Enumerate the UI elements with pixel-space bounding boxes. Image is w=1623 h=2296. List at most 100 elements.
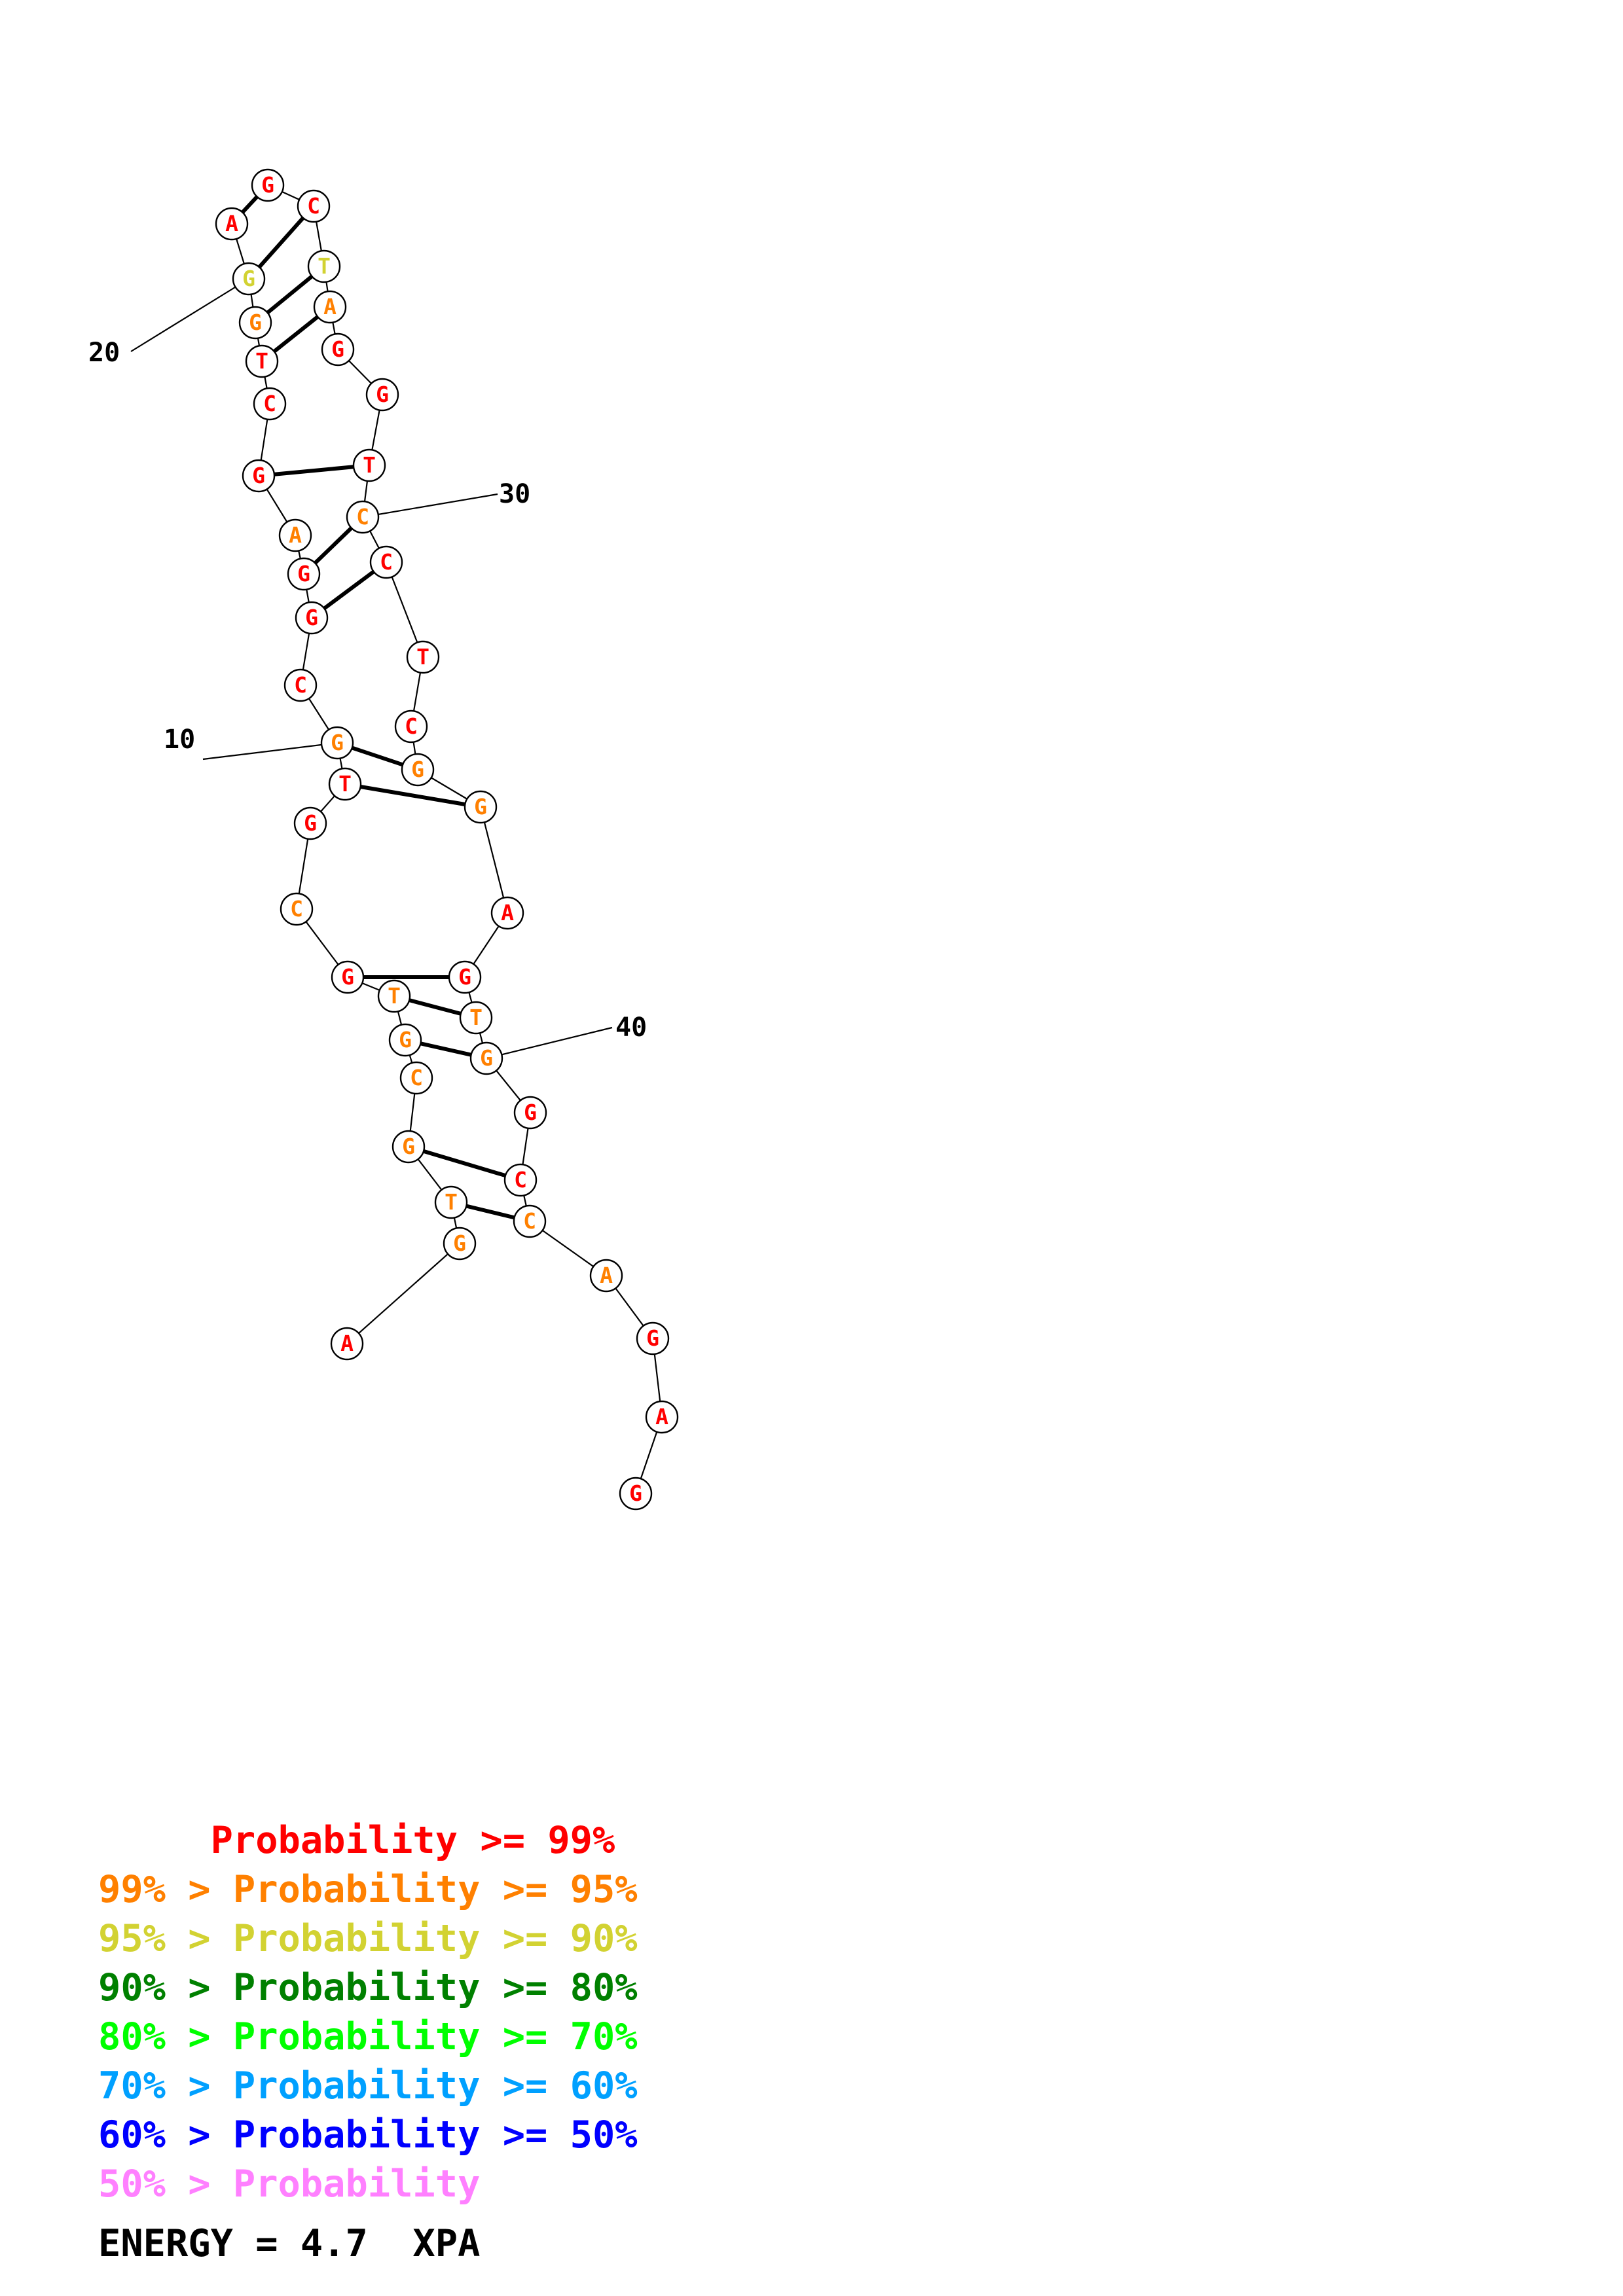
nucleotide-circle (369, 545, 403, 579)
nucleotide-circle (392, 1130, 426, 1164)
nucleotide-letter: C (290, 896, 303, 922)
nucleotide-letter: T (318, 253, 331, 279)
nucleotide-circle (645, 1400, 679, 1434)
base-pair-bond (423, 1149, 506, 1178)
nucleotide-letter: T (363, 452, 376, 478)
legend-line-p70: 80% > Probability >= 70% (98, 2015, 638, 2058)
nucleotide-circle (503, 1163, 538, 1197)
nucleotide: C (253, 387, 287, 421)
nucleotide-circle (293, 806, 327, 840)
nucleotide-letter: A (340, 1331, 354, 1356)
nucleotide-circle (513, 1204, 547, 1238)
nucleotide-circle (513, 1096, 547, 1130)
nucleotide-letter: C (523, 1208, 536, 1234)
base-pair-bond (266, 274, 314, 315)
nucleotide: G (251, 168, 285, 202)
base-pair-bond (420, 1041, 472, 1057)
tick-label: 30 (499, 479, 530, 509)
nucleotide: G (464, 790, 498, 824)
nucleotide-circle (636, 1321, 670, 1355)
tick-label: 40 (615, 1013, 647, 1043)
backbone-segment (346, 1243, 460, 1344)
nucleotide-circle (619, 1477, 653, 1511)
legend-line-p95: 99% > Probability >= 95% (98, 1868, 638, 1911)
nucleotide: G (293, 806, 327, 840)
nucleotide-circle (278, 518, 312, 552)
nucleotide-letter: G (524, 1100, 537, 1125)
nucleotide-letter: C (263, 391, 276, 416)
nucleotide: G (331, 960, 365, 994)
nucleotide-letter: G (402, 1134, 415, 1159)
nucleotide: C (399, 1061, 433, 1095)
nucleotide: T (406, 640, 440, 674)
nucleotide-circle (245, 344, 279, 378)
nucleotide: C (280, 892, 314, 926)
backbone (230, 184, 663, 1494)
nucleotide-letter: G (453, 1230, 466, 1256)
nucleotide-letter: G (376, 382, 389, 407)
nucleotide: G (619, 1477, 653, 1511)
nucleotide: A (490, 896, 524, 930)
nucleotide-letter: A (289, 522, 302, 548)
nucleotide-circle (287, 557, 321, 591)
nucleotide: G (287, 557, 321, 591)
nucleotide: G (320, 726, 354, 760)
nucleotide-letter: C (514, 1167, 527, 1193)
nucleotide-letter: A (655, 1404, 668, 1429)
nucleotide: C (394, 709, 428, 744)
nucleotide: G (636, 1321, 670, 1355)
nucleotide-letter: G (261, 172, 274, 198)
nucleotide-circle (346, 500, 380, 534)
backbone-segment (479, 806, 509, 914)
nucleotide-circle (331, 960, 365, 994)
nucleotide-circle (401, 753, 435, 787)
nucleotide: G (388, 1023, 422, 1057)
tick-leader-line (362, 493, 498, 518)
nucleotide: G (469, 1041, 503, 1075)
tick-leader-line (486, 1026, 613, 1060)
nucleotide-circle (377, 979, 411, 1013)
nucleotide-circle (388, 1023, 422, 1057)
nucleotide-letter: G (297, 561, 310, 586)
nucleotide-circle (394, 709, 428, 744)
nucleotide: A (215, 207, 249, 241)
nucleotide: G (401, 753, 435, 787)
nucleotide-letter: T (388, 983, 401, 1009)
nucleotide-letter: A (600, 1263, 613, 1288)
nucleotide-circle (490, 896, 524, 930)
nucleotide: G (232, 262, 266, 296)
nucleotide-letter: G (331, 336, 344, 362)
nucleotide: T (352, 448, 386, 482)
nucleotide: T (328, 767, 362, 801)
nucleotide-circle (242, 459, 276, 493)
nucleotide: A (313, 290, 347, 324)
base-pair-bond (465, 1204, 515, 1220)
legend-line-p99: Probability >= 99% (98, 1819, 615, 1862)
nucleotide-circle (469, 1041, 503, 1075)
base-pair-bond (257, 216, 305, 269)
base-pair-bond (241, 195, 259, 214)
nucleotide: G (443, 1227, 477, 1261)
tick-leader-line (202, 742, 338, 761)
nucleotide-circle (352, 448, 386, 482)
tick-leader-line (130, 278, 249, 352)
nucleotide-letter: C (356, 504, 369, 529)
nucleotide-letter: G (480, 1045, 493, 1071)
nucleotide-circle (313, 290, 347, 324)
nucleotide-letter: T (255, 348, 268, 374)
nucleotide-letter: G (474, 794, 487, 819)
nucleotide-letter: A (225, 211, 238, 236)
legend-line-plow: 50% > Probability (98, 2162, 481, 2206)
nucleotide: T (307, 249, 341, 283)
nucleotide-circle (328, 767, 362, 801)
nucleotide: G (242, 459, 276, 493)
nucleotide-circle (330, 1327, 364, 1361)
base-pair-bond (323, 569, 375, 611)
nucleotide-circle (365, 378, 399, 412)
nucleotide: A (278, 518, 312, 552)
nucleotide-circle (399, 1061, 433, 1095)
legend-line-p90: 95% > Probability >= 90% (98, 1917, 638, 1960)
base-pair-bond (360, 785, 465, 806)
nucleotide: C (346, 500, 380, 534)
